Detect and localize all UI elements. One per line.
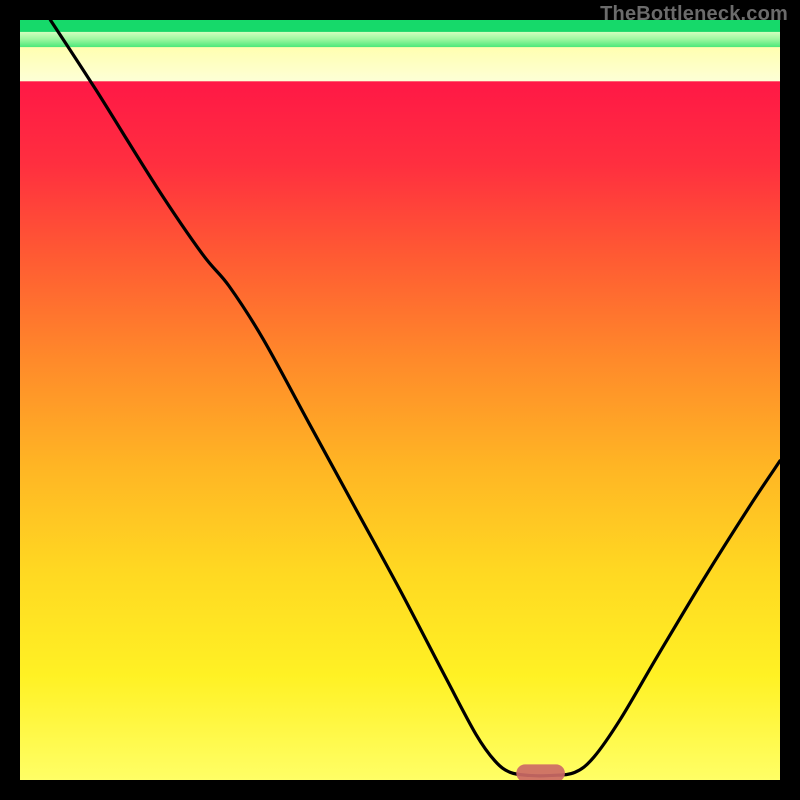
- bg-segment: [20, 47, 780, 82]
- bg-segment: [20, 20, 780, 32]
- chart-plot-area: [20, 20, 780, 780]
- outer-frame: TheBottleneck.com: [0, 0, 800, 800]
- chart-svg: [20, 20, 780, 780]
- chart-background: [20, 20, 780, 780]
- bg-segment: [20, 81, 780, 780]
- optimum-marker: [516, 764, 565, 780]
- bg-segment: [20, 31, 780, 47]
- chart-marker-layer: [516, 764, 565, 780]
